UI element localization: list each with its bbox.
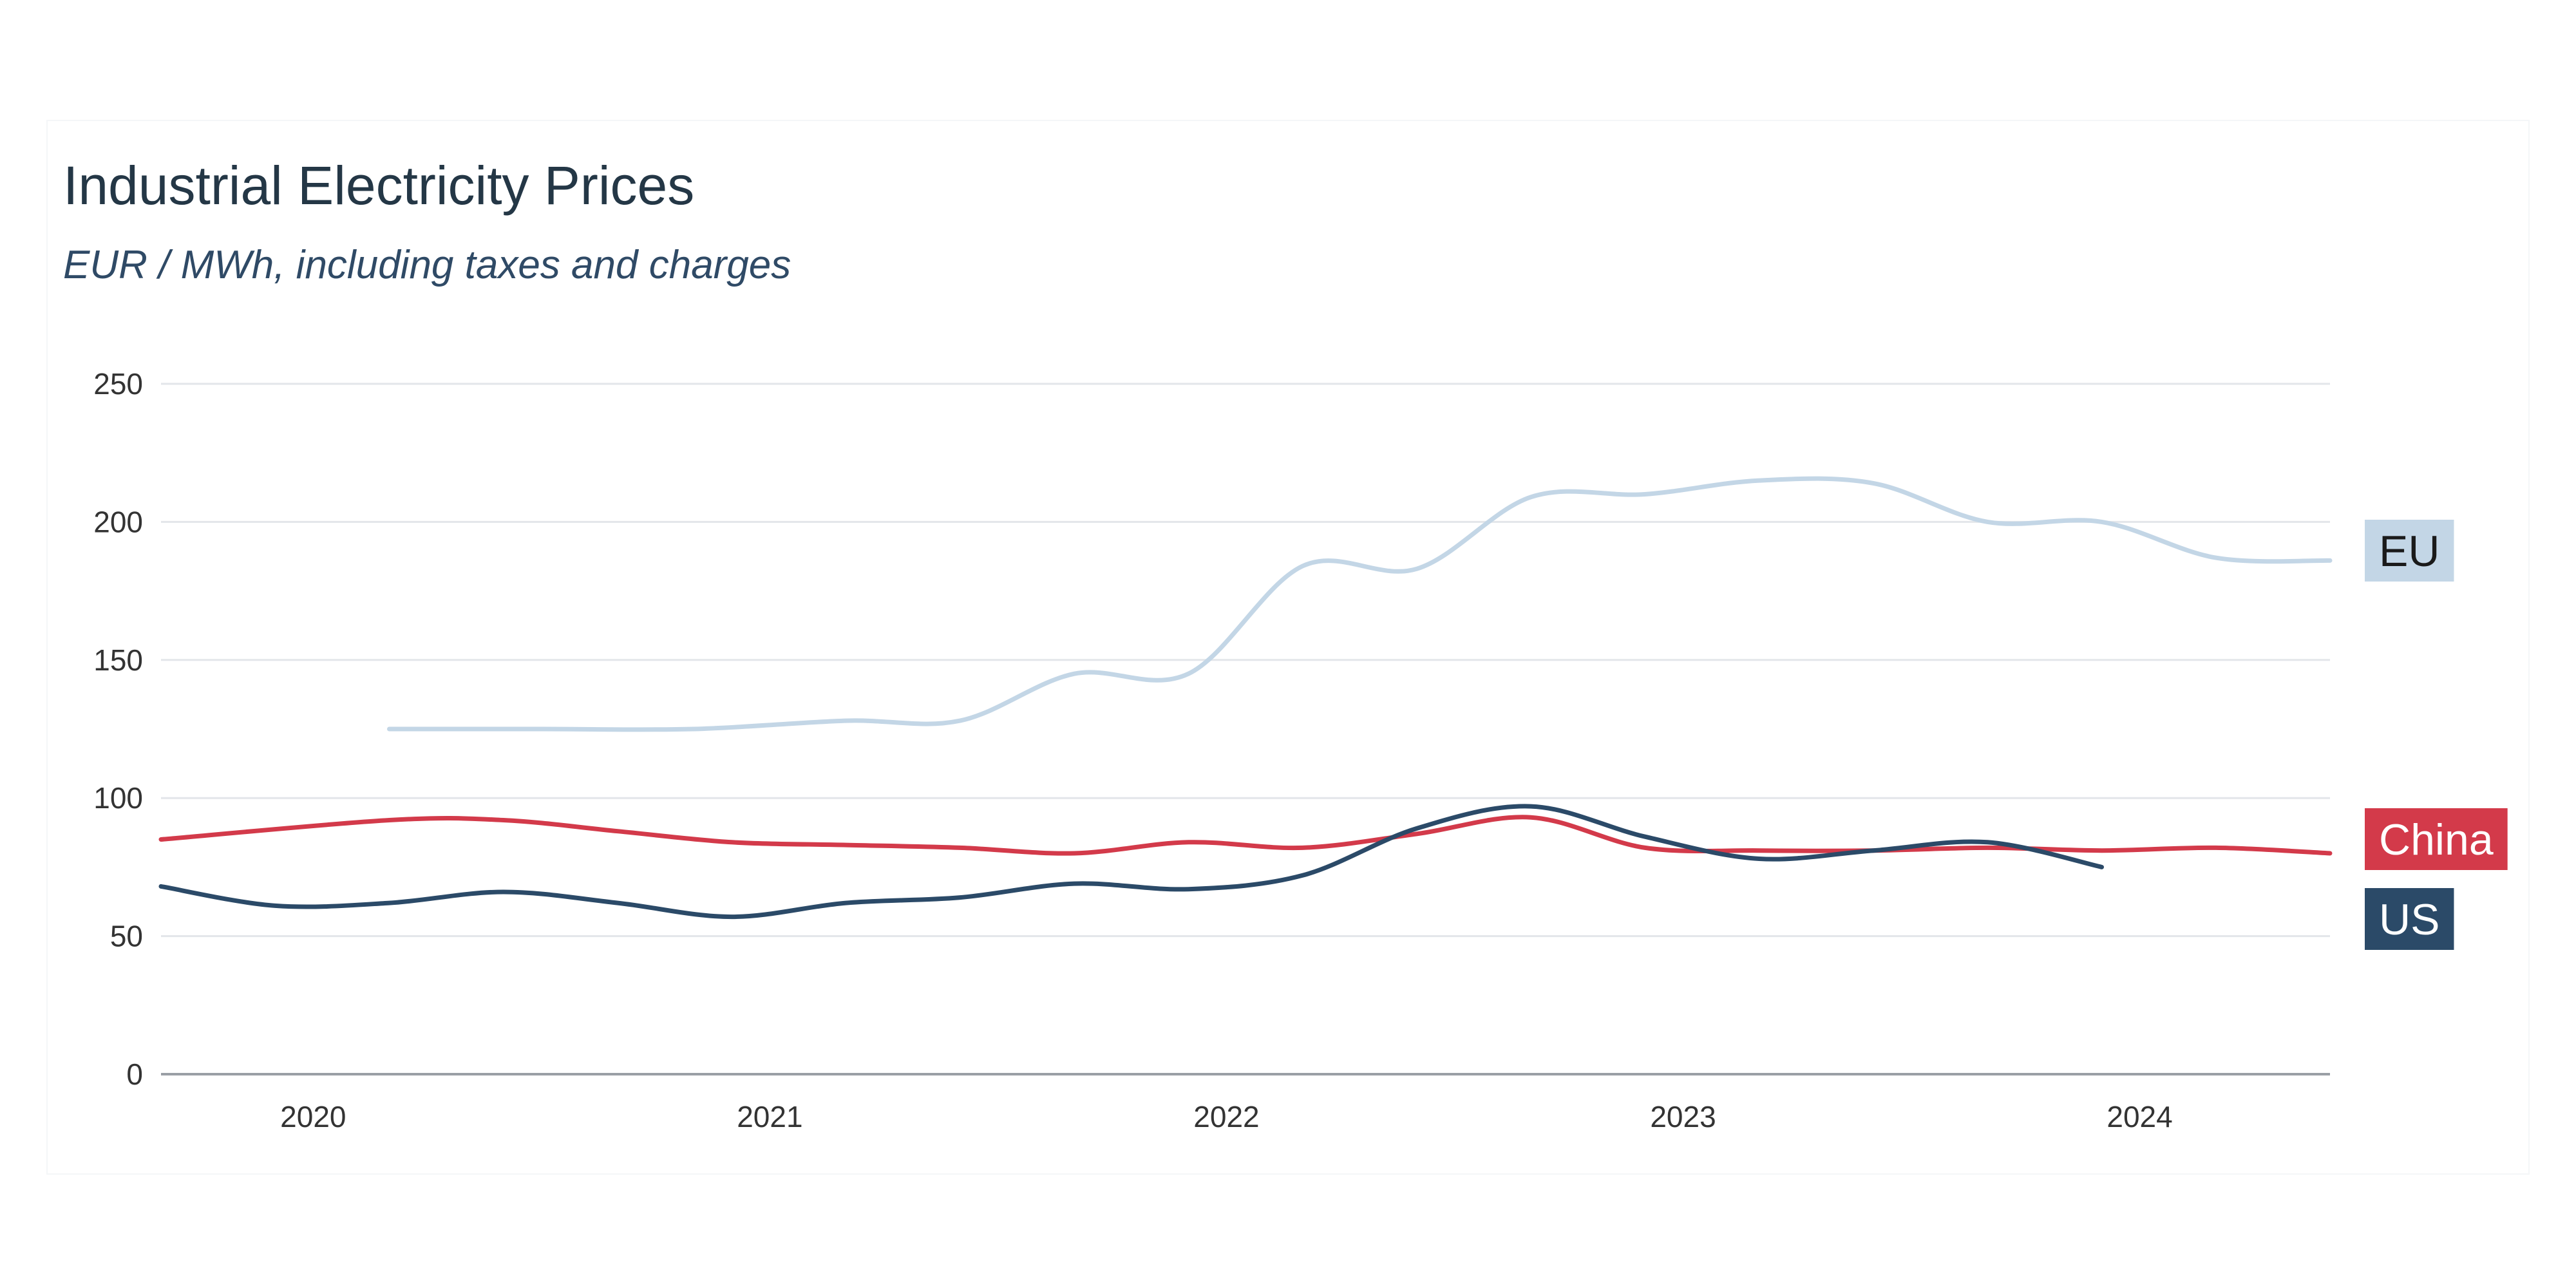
end-label-box-us: [2365, 888, 2454, 950]
series-line-us: [158, 804, 2104, 920]
x-tick-label-2023: 2023: [1650, 1100, 1716, 1133]
end-label-us: US: [2365, 888, 2454, 950]
chart-subtitle: EUR / MWh, including taxes and charges: [63, 243, 791, 287]
series-line-china: [158, 815, 2333, 856]
y-tick-label-0: 0: [126, 1057, 143, 1091]
y-tick-label-100: 100: [93, 781, 143, 815]
x-tick-label-2024: 2024: [2107, 1100, 2172, 1133]
y-axis-tick-labels: 0 50 100 150 200 250: [93, 367, 143, 1091]
end-label-box-china: [2365, 808, 2508, 870]
end-label-text-us: US: [2379, 895, 2439, 944]
gridlines: [161, 383, 2330, 938]
y-tick-label-50: 50: [110, 920, 143, 953]
end-label-text-eu: EU: [2379, 527, 2439, 576]
chart-card: [46, 120, 2530, 1175]
end-label-box-eu: [2365, 520, 2454, 582]
series-lines: [158, 476, 2333, 920]
y-tick-label-150: 150: [93, 643, 143, 677]
x-tick-label-2021: 2021: [737, 1100, 802, 1133]
x-tick-label-2022: 2022: [1193, 1100, 1259, 1133]
x-tick-label-2020: 2020: [280, 1100, 346, 1133]
end-label-text-china: China: [2379, 815, 2494, 864]
y-tick-label-250: 250: [93, 367, 143, 401]
series-end-labels: EU China US: [2365, 520, 2508, 950]
y-tick-label-200: 200: [93, 505, 143, 538]
end-label-eu: EU: [2365, 520, 2454, 582]
chart-title: Industrial Electricity Prices: [63, 155, 695, 216]
x-axis-tick-labels: 2020 2021 2022 2023 2024: [280, 1100, 2173, 1133]
end-label-china: China: [2365, 808, 2508, 870]
series-line-eu: [387, 476, 2333, 732]
